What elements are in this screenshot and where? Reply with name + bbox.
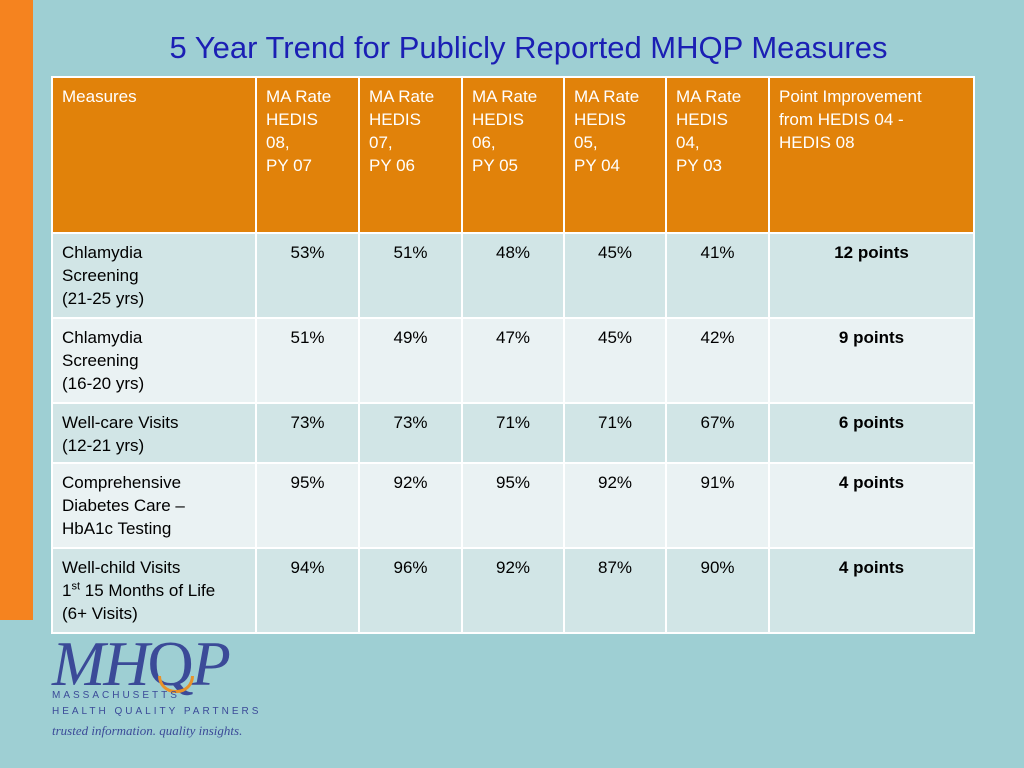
rate-cell: 73% <box>358 402 463 464</box>
improvement-cell: 4 points <box>768 462 975 549</box>
rate-cell: 95% <box>255 462 360 549</box>
rate-cell: 92% <box>461 547 565 634</box>
rate-cell: 51% <box>255 317 360 404</box>
rate-cell: 45% <box>563 317 667 404</box>
measure-cell: Comprehensive Diabetes Care – HbA1c Testin… <box>51 462 257 549</box>
rate-cell: 42% <box>665 317 770 404</box>
improvement-cell: 12 points <box>768 232 975 319</box>
header-hedis-04: MA Rate HEDIS 04, PY 03 <box>665 76 770 234</box>
measures-table: Measures MA Rate HEDIS 08, PY 07 MA Rate HED… <box>51 76 975 634</box>
rate-cell: 53% <box>255 232 360 319</box>
measure-cell: Well-care Visits (12-21 yrs) <box>51 402 257 464</box>
table-row: Comprehensive Diabetes Care – HbA1c Testin… <box>51 462 975 549</box>
mhqp-logo: MHQP MASSACHUSETTS HEALTH QUALITY PARTNE… <box>52 630 272 745</box>
table-row: Well-care Visits (12-21 yrs) 73% 73% 71% … <box>51 402 975 464</box>
header-hedis-05: MA Rate HEDIS 05, PY 04 <box>563 76 667 234</box>
header-measures: Measures <box>51 76 257 234</box>
header-hedis-07: MA Rate HEDIS 07, PY 06 <box>358 76 463 234</box>
slide-title: 5 Year Trend for Publicly Reported MHQP … <box>169 30 888 65</box>
rate-cell: 41% <box>665 232 770 319</box>
rate-cell: 94% <box>255 547 360 634</box>
logo-mark: MHQP <box>52 628 231 699</box>
rate-cell: 49% <box>358 317 463 404</box>
table-row: Chlamydia Screening (16-20 yrs) 51% 49% 47… <box>51 317 975 404</box>
rate-cell: 67% <box>665 402 770 464</box>
header-point-improvement: Point Improvement from HEDIS 04 - HEDIS 08 <box>768 76 975 234</box>
header-hedis-06: MA Rate HEDIS 06, PY 05 <box>461 76 565 234</box>
measure-cell: Chlamydia Screening (21-25 yrs) <box>51 232 257 319</box>
rate-cell: 91% <box>665 462 770 549</box>
rate-cell: 71% <box>461 402 565 464</box>
rate-cell: 87% <box>563 547 667 634</box>
rate-cell: 96% <box>358 547 463 634</box>
logo-org-line1: MASSACHUSETTS <box>52 690 180 701</box>
improvement-cell: 6 points <box>768 402 975 464</box>
improvement-cell: 9 points <box>768 317 975 404</box>
measure-cell: Well-child Visits 1st 15 Months of Life (6… <box>51 547 257 634</box>
improvement-cell: 4 points <box>768 547 975 634</box>
rate-cell: 95% <box>461 462 565 549</box>
header-row: Measures MA Rate HEDIS 08, PY 07 MA Rate HED… <box>51 76 975 234</box>
rate-cell: 48% <box>461 232 565 319</box>
header-hedis-08: MA Rate HEDIS 08, PY 07 <box>255 76 360 234</box>
rate-cell: 90% <box>665 547 770 634</box>
rate-cell: 73% <box>255 402 360 464</box>
side-accent-bar <box>0 0 33 620</box>
rate-cell: 71% <box>563 402 667 464</box>
rate-cell: 45% <box>563 232 667 319</box>
rate-cell: 51% <box>358 232 463 319</box>
table-row: Well-child Visits 1st 15 Months of Life (6… <box>51 547 975 634</box>
rate-cell: 92% <box>563 462 667 549</box>
rate-cell: 92% <box>358 462 463 549</box>
logo-tagline: trusted information. quality insights. <box>52 723 243 738</box>
rate-cell: 47% <box>461 317 565 404</box>
table-row: Chlamydia Screening (21-25 yrs) 53% 51% 48… <box>51 232 975 319</box>
logo-org-line2: HEALTH QUALITY PARTNERS <box>52 706 262 717</box>
measure-cell: Chlamydia Screening (16-20 yrs) <box>51 317 257 404</box>
